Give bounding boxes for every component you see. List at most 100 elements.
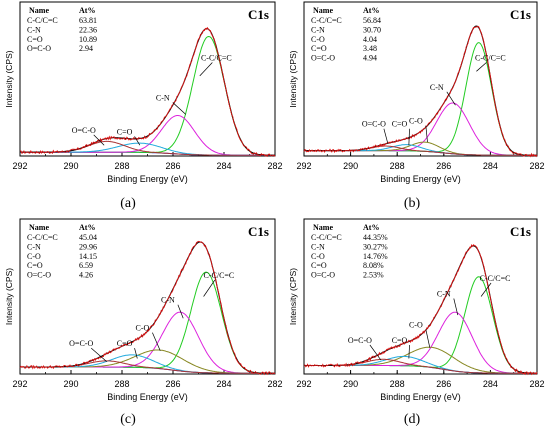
table-header-at: At%: [79, 6, 95, 15]
chart-panel-b: 292 290 288 286 284 282 Binding Energy (eV) Int…: [288, 1, 545, 184]
annotation-leader: [369, 344, 382, 361]
table-cell-name: O=C-O: [311, 271, 335, 280]
table-cell-value: 44.35%: [363, 233, 388, 242]
table-cell-value: 14.15: [79, 252, 97, 261]
table-cell-name: C-O: [311, 252, 325, 261]
annotation-leader: [383, 128, 389, 144]
table-cell-name: C-C/C=C: [311, 16, 342, 25]
chart-panel-c: 292 290 288 286 284 282 Binding Energy (eV) Int…: [4, 218, 283, 402]
annotation-leader: [408, 128, 410, 146]
annotation-label: O=C-O: [348, 336, 372, 345]
annotation-leader: [134, 348, 138, 359]
region-label: C1s: [248, 224, 269, 239]
table-cell-name: O=C-O: [311, 54, 335, 63]
table-cell-name: C-N: [27, 242, 41, 251]
table-cell-value: 10.89: [79, 35, 97, 44]
raw-data-curve: [303, 25, 538, 158]
x-tick-label: 288: [390, 161, 405, 171]
table-cell-value: 4.94: [363, 54, 377, 63]
x-axis-label: Binding Energy (eV): [107, 392, 188, 402]
x-tick-label: 282: [529, 161, 544, 171]
x-tick-label: 290: [63, 161, 78, 171]
table-header-name: Name: [313, 223, 333, 232]
x-tick-label: 292: [296, 379, 311, 389]
table-cell-name: C=O: [311, 44, 327, 53]
x-tick-label: 286: [165, 379, 180, 389]
annotation-leader: [134, 136, 141, 146]
annotation-label: C-C/C=C: [480, 274, 511, 283]
annotation-label: C=O: [392, 120, 408, 129]
y-axis-label: Intensity (CPS): [288, 50, 298, 107]
region-label: C1s: [510, 7, 531, 22]
annotation-label: C-O: [409, 321, 423, 330]
table-cell-name: C-C/C=C: [27, 16, 58, 25]
table-cell-name: C=O: [311, 261, 327, 270]
x-tick-label: 286: [436, 379, 451, 389]
table-header-at: At%: [363, 223, 379, 232]
table-cell-value: 56.84: [363, 16, 381, 25]
table-cell-value: 29.96: [79, 242, 97, 251]
x-tick-label: 284: [483, 379, 498, 389]
table-cell-value: 4.26: [79, 271, 93, 280]
component-curve: [20, 349, 275, 374]
caption-a: (a): [120, 196, 136, 211]
table-cell-name: C-O: [27, 252, 41, 261]
y-axis-label: Intensity (CPS): [4, 50, 14, 107]
x-tick-label: 290: [63, 379, 78, 389]
annotation-leader: [172, 102, 186, 115]
x-tick-label: 286: [165, 161, 180, 171]
chart-panel-a: 292 290 288 286 284 282 Binding Energy (eV) Int…: [4, 1, 283, 184]
annotation-leader: [199, 62, 213, 77]
table-cell-value: 63.81: [79, 16, 97, 25]
annotation-label: C=O: [117, 339, 133, 348]
annotation-label: C-N: [437, 290, 451, 299]
x-tick-label: 282: [529, 379, 544, 389]
annotation-leader: [177, 304, 184, 319]
y-axis-label: Intensity (CPS): [4, 268, 14, 325]
table-header-name: Name: [313, 6, 333, 15]
component-curve: [20, 311, 275, 374]
envelope-curve: [20, 28, 275, 156]
table-cell-value: 30.70: [363, 25, 381, 34]
annotation-leader: [446, 91, 456, 106]
table-cell-name: C=O: [27, 35, 43, 44]
annotation-label: O=C-O: [69, 339, 93, 348]
table-header-name: Name: [29, 6, 49, 15]
caption-b: (b): [403, 196, 421, 211]
table-header-name: Name: [29, 223, 49, 232]
table-cell-value: 30.27%: [363, 242, 388, 251]
annotation-leader: [425, 125, 428, 143]
region-label: C1s: [248, 7, 269, 22]
plot-frame: [19, 1, 276, 157]
envelope-curve: [20, 241, 275, 374]
table-cell-value: 14.76%: [363, 252, 388, 261]
annotation-label: C-N: [430, 83, 444, 92]
plot-frame: [19, 218, 276, 375]
annotation-label: C-C/C=C: [475, 54, 506, 63]
annotation-leader: [90, 347, 107, 362]
table-cell-name: C-N: [311, 25, 325, 34]
x-tick-label: 282: [267, 161, 282, 171]
raw-data-curve: [19, 240, 276, 376]
annotation-label: C-C/C=C: [201, 54, 232, 63]
annotation-label: C-C/C=C: [204, 271, 235, 280]
x-tick-label: 292: [12, 379, 27, 389]
annotation-label: C-N: [161, 296, 175, 305]
annotation-leader: [476, 62, 487, 72]
annotation-label: O=C-O: [362, 120, 386, 129]
table-cell-name: O=C-O: [27, 271, 51, 280]
annotation-label: C-N: [156, 94, 170, 103]
annotation-leader: [408, 344, 410, 359]
table-cell-name: C-O: [311, 35, 325, 44]
x-tick-label: 288: [390, 379, 405, 389]
annotation-label: C-O: [136, 324, 150, 333]
annotation-label: O=C-O: [72, 126, 96, 135]
component-curve: [20, 115, 275, 156]
caption-c: (c): [120, 412, 136, 427]
table-header-at: At%: [363, 6, 379, 15]
envelope-curve: [304, 245, 537, 374]
table-cell-name: C=O: [27, 261, 43, 270]
x-tick-label: 284: [216, 161, 231, 171]
table-cell-name: O=C-O: [27, 44, 51, 53]
